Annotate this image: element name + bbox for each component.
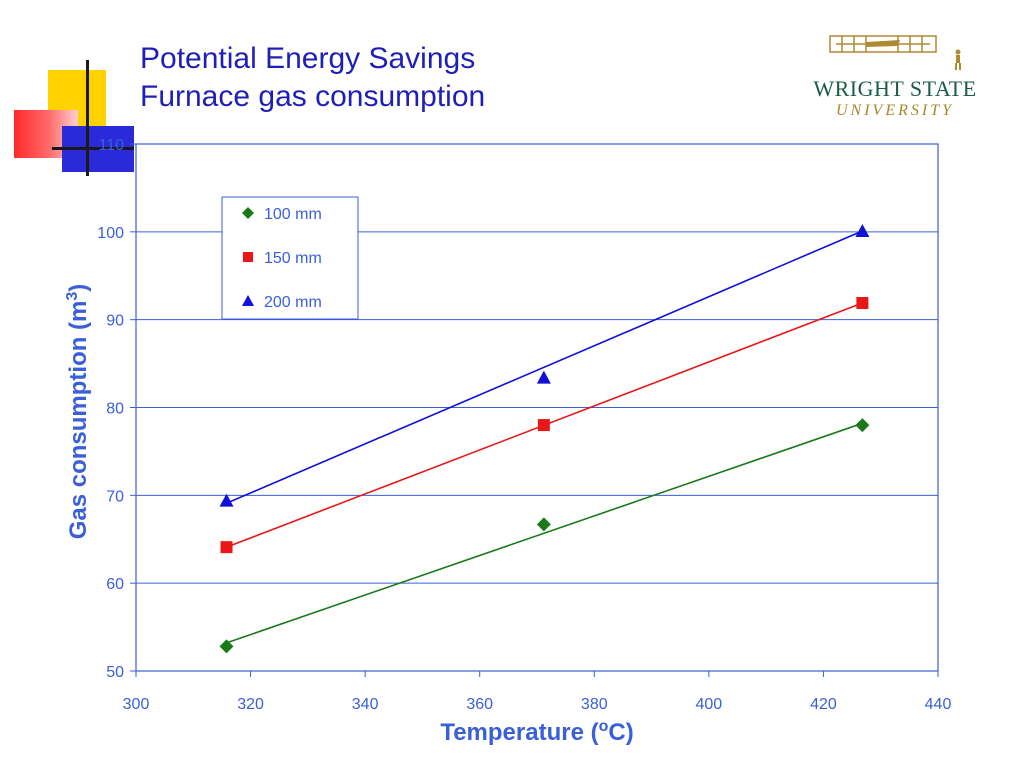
point-150-mm-0 [220,541,233,554]
legend-marker-100-mm [242,207,254,219]
x-tick-label-400: 400 [696,696,723,713]
y-tick-label-80: 80 [106,401,124,418]
legend-label-100-mm: 100 mm [264,206,322,223]
slide-title: Potential Energy Savings Furnace gas con… [140,40,485,116]
y-tick-label-50: 50 [106,664,124,681]
legend: 100 mm 150 mm 200 mm [221,196,359,320]
x-tick-label-300: 300 [123,696,150,713]
point-100-mm-0 [219,639,234,654]
point-100-mm-2 [855,418,870,433]
point-100-mm-1 [536,517,551,532]
y-tick-label-60: 60 [106,576,124,593]
x-tick-label-320: 320 [237,696,264,713]
legend-marker-200-mm [242,295,254,306]
fit-line-200-mm [226,230,863,504]
decor-vertical-line [86,60,89,176]
point-150-mm-1 [537,419,550,432]
legend-marker-150-mm [243,252,253,262]
x-axis-title: Temperature (oC) [440,718,633,746]
logo-text-wright-state: Wright State [813,76,977,101]
x-tick-label-360: 360 [466,696,493,713]
point-150-mm-2 [856,296,869,309]
tick-labels-layer: 50 60 70 80 90 100 110 300 320 340 360 380 400 420 440 [97,137,951,713]
decor-horizontal-line [52,147,134,150]
y-axis-title: Gas consumption (m3) [64,284,92,540]
slide-title-line1: Potential Energy Savings [140,42,476,75]
legend-label-150-mm: 150 mm [264,250,322,267]
point-200-mm-1 [536,370,551,384]
y-tick-label-100: 100 [97,225,124,242]
logo-text-university: University [836,102,954,119]
university-logo: Wright State University [796,32,992,124]
x-tick-label-380: 380 [581,696,608,713]
slide-title-line2: Furnace gas consumption [140,80,486,113]
fit-line-100-mm [226,422,863,644]
y-tick-label-90: 90 [106,313,124,330]
legend-label-200-mm: 200 mm [264,294,322,311]
y-tick-label-70: 70 [106,488,124,505]
y-tick-label-110: 110 [98,137,124,154]
point-200-mm-0 [219,493,234,507]
point-200-mm-2 [855,223,870,237]
wright-flyer-icon [829,35,961,70]
x-tick-label-420: 420 [810,696,837,713]
x-tick-label-340: 340 [352,696,379,713]
markers-layer [219,223,870,654]
x-tick-label-440: 440 [925,696,952,713]
